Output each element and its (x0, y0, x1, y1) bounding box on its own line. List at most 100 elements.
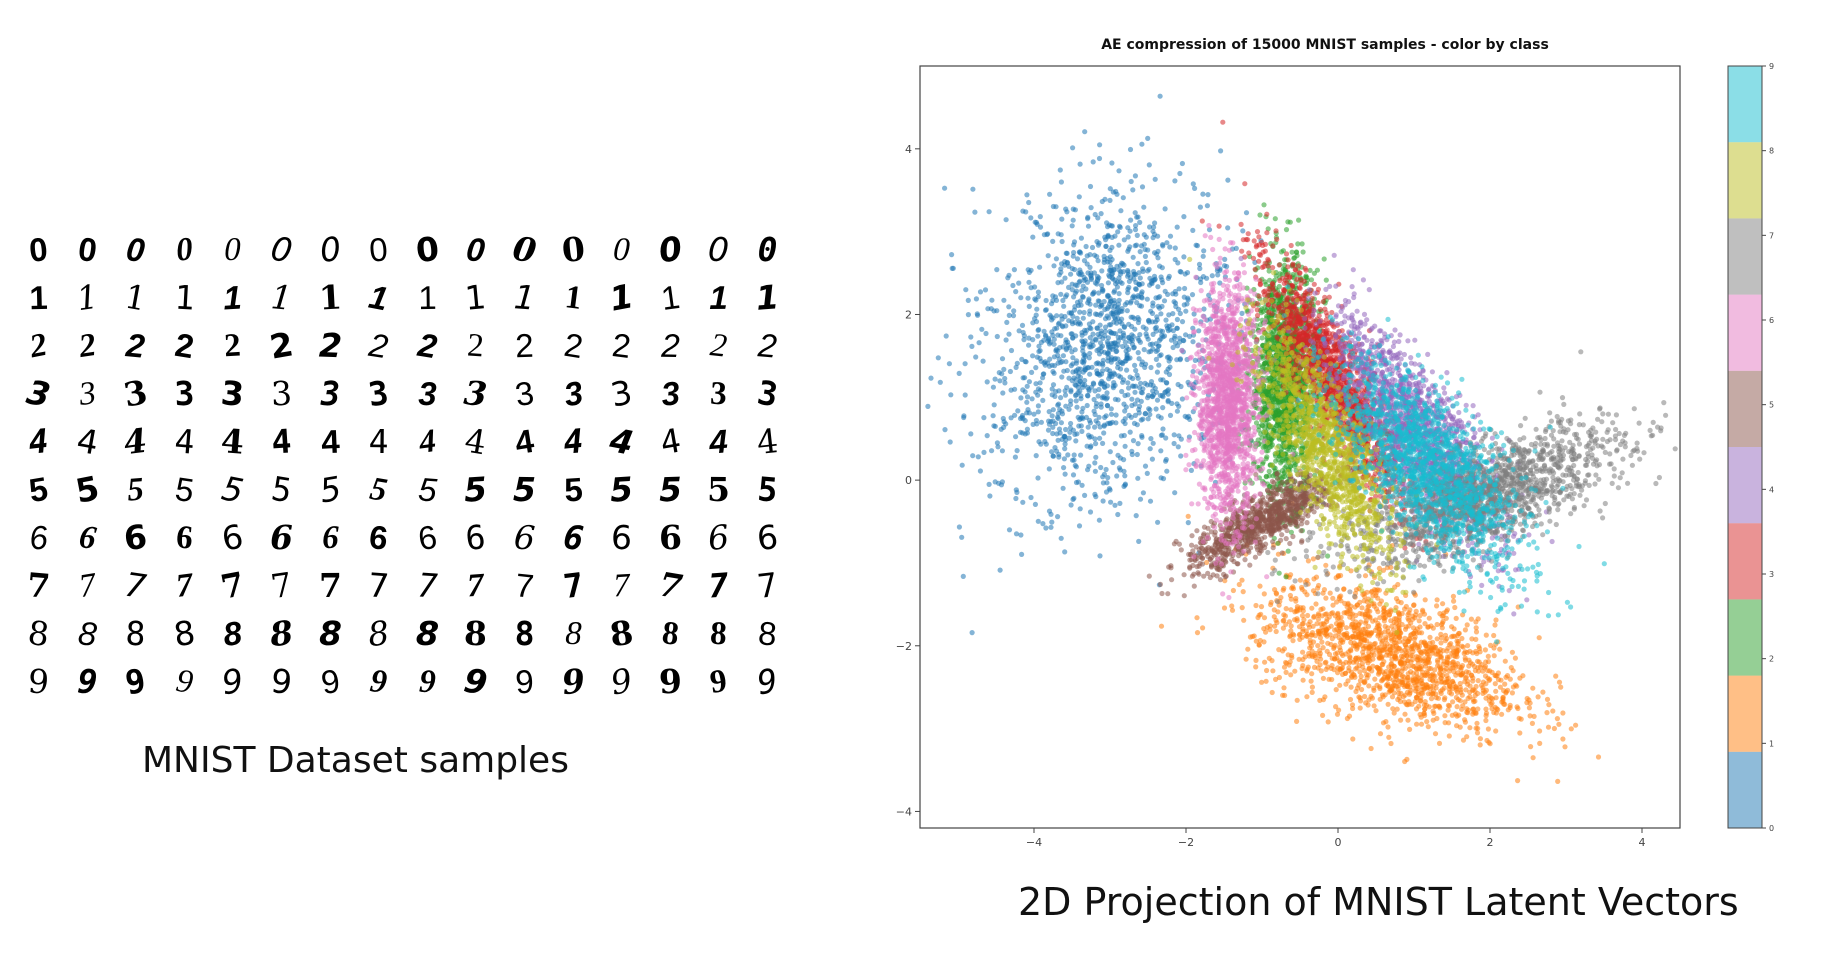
data-point (1132, 362, 1138, 368)
data-point (1081, 309, 1087, 316)
data-point (1315, 611, 1321, 617)
data-point (1294, 718, 1300, 725)
digit-sample: 9 (708, 663, 730, 701)
data-point (1485, 659, 1492, 665)
data-point (1124, 308, 1130, 314)
data-point (1362, 573, 1369, 579)
digit-sample: 9 (754, 660, 781, 703)
data-point (1070, 145, 1076, 151)
data-point (1288, 607, 1294, 613)
digit-sample: 7 (416, 565, 439, 606)
data-point (1434, 636, 1440, 642)
data-point (1368, 745, 1374, 752)
data-point (1035, 403, 1041, 409)
data-point (1320, 645, 1326, 651)
data-point (960, 573, 966, 580)
data-point (1111, 297, 1117, 304)
data-point (1377, 648, 1383, 654)
data-point (1309, 605, 1315, 611)
digit-sample: 6 (415, 517, 440, 558)
data-point (1215, 272, 1221, 278)
digit-sample: 1 (606, 276, 637, 319)
data-point (1316, 630, 1322, 636)
data-point (1558, 684, 1564, 690)
data-point (1001, 297, 1007, 303)
data-point (1483, 632, 1489, 638)
data-point (1473, 625, 1479, 631)
digit-sample: 8 (564, 615, 582, 653)
data-point (1089, 364, 1095, 370)
data-point (1184, 301, 1190, 307)
data-point (1107, 449, 1113, 455)
digit-sample: 7 (655, 564, 685, 607)
data-point (992, 423, 998, 429)
data-point (1299, 241, 1305, 247)
digit-sample: 4 (368, 421, 389, 462)
data-point (1124, 367, 1130, 373)
data-point (1079, 414, 1085, 420)
data-point (1173, 291, 1179, 297)
digit-sample: 9 (26, 661, 51, 702)
data-point (1507, 702, 1513, 709)
data-point (1432, 703, 1438, 710)
data-point (983, 330, 989, 337)
data-point (1110, 459, 1116, 466)
data-point (1137, 332, 1143, 338)
digit-sample: 1 (173, 277, 196, 318)
data-point (962, 361, 968, 367)
data-point (1130, 333, 1136, 339)
digit-sample: 1 (417, 278, 437, 317)
data-point (1061, 303, 1067, 309)
data-point (1205, 192, 1211, 198)
data-point (1172, 245, 1178, 251)
data-point (1382, 623, 1388, 630)
data-point (1116, 291, 1122, 297)
data-point (1062, 275, 1068, 281)
data-point (1151, 224, 1157, 230)
data-point (1050, 453, 1057, 459)
data-point (1141, 232, 1147, 238)
data-point (1147, 382, 1154, 388)
data-point (1133, 367, 1139, 374)
data-point (1357, 669, 1363, 675)
data-point (1401, 699, 1408, 705)
data-point (925, 403, 931, 409)
data-point (986, 481, 992, 487)
data-point (1035, 409, 1041, 415)
data-point (1093, 418, 1099, 424)
data-point (1554, 716, 1560, 722)
digit-sample: 3 (319, 373, 341, 414)
data-point (1402, 606, 1408, 612)
data-point (1245, 646, 1251, 652)
data-point (1407, 684, 1413, 690)
data-point (1064, 209, 1070, 215)
digit-sample: 0 (707, 229, 731, 270)
data-point (1450, 665, 1456, 671)
data-point (1348, 639, 1354, 646)
data-point (1096, 346, 1102, 353)
data-point (1058, 179, 1064, 185)
data-point (1114, 473, 1120, 479)
data-point (1386, 734, 1392, 740)
data-point (1497, 684, 1503, 690)
data-point (1073, 367, 1079, 374)
data-point (1357, 678, 1364, 684)
data-point (1428, 696, 1435, 702)
digit-sample: 2 (610, 325, 634, 366)
data-point (1047, 356, 1053, 362)
data-point (1239, 310, 1245, 316)
data-point (1398, 659, 1404, 665)
data-point (1329, 662, 1335, 669)
data-point (1111, 267, 1117, 273)
digit-sample: 0 (317, 228, 343, 271)
data-point (1108, 371, 1114, 377)
data-point (1144, 296, 1150, 302)
data-point (1477, 742, 1483, 748)
data-point (1034, 421, 1040, 427)
data-point (999, 371, 1005, 377)
data-point (1104, 306, 1110, 312)
data-point (1322, 611, 1328, 617)
data-point (1024, 426, 1030, 432)
data-point (1028, 494, 1034, 501)
data-point (1145, 416, 1151, 422)
